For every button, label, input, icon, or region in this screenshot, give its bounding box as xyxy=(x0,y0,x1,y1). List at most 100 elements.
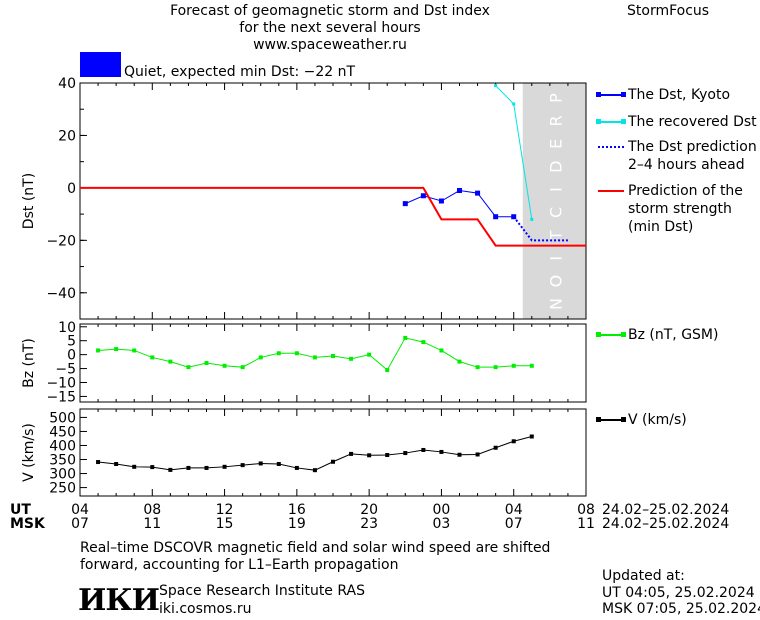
msk-tick-label: 11 xyxy=(143,516,162,532)
footer-note-line2: forward, accounting for L1–Earth propaga… xyxy=(80,557,399,573)
legend-marker xyxy=(621,92,626,97)
msk-axis-label: MSK xyxy=(10,516,45,532)
v-series-point xyxy=(367,453,372,458)
y-tick-label: −40 xyxy=(46,286,76,302)
prediction-letter: D xyxy=(546,161,565,173)
updated-msk: MSK 07:05, 25.02.2024 xyxy=(602,601,760,617)
ut-axis-label: UT xyxy=(10,502,31,518)
institute-name: Space Research Institute RAS xyxy=(159,583,365,599)
brand-name: StormFocus xyxy=(627,3,710,19)
ut-tick-label: 12 xyxy=(215,502,234,518)
chart-title-line1: Forecast of geomagnetic storm and Dst in… xyxy=(170,3,490,19)
institute-site-link[interactable]: iki.cosmos.ru xyxy=(159,601,252,617)
v-series-point xyxy=(475,452,480,457)
bz-series-point xyxy=(132,348,137,353)
prediction-band xyxy=(522,83,586,319)
dst-prediction-series-line xyxy=(512,216,568,242)
dst-kyoto-series-point xyxy=(420,193,426,199)
y-tick-label: 350 xyxy=(49,453,76,469)
msk-tick-label: 07 xyxy=(71,516,89,532)
ut-tick-label: 08 xyxy=(577,502,595,518)
bz-series-point xyxy=(457,359,462,364)
footer-note-line1: Real–time DSCOVR magnetic field and sola… xyxy=(80,540,551,556)
msk-tick-label: 19 xyxy=(287,516,306,532)
legend-marker xyxy=(621,417,626,422)
v-series-point xyxy=(403,451,408,456)
v-series-point xyxy=(312,468,317,473)
msk-tick-label: 07 xyxy=(504,516,523,532)
legend-marker xyxy=(596,92,601,97)
bz-series-point xyxy=(349,356,354,361)
legend-marker xyxy=(596,417,601,422)
legend-strength-line1: Prediction of the xyxy=(628,183,743,199)
v-series-point xyxy=(276,462,281,467)
prediction-letter: T xyxy=(546,230,565,241)
prediction-letter: R xyxy=(546,115,565,126)
v-series-point xyxy=(529,434,534,439)
v-series-line xyxy=(98,436,532,471)
prediction-letter: I xyxy=(546,187,565,192)
msk-tick-label: 03 xyxy=(432,516,451,532)
bz-series-point xyxy=(403,335,408,340)
bz-series-point xyxy=(96,348,101,353)
legend-strength-line2: storm strength xyxy=(628,201,732,217)
v-series-point xyxy=(96,460,101,465)
y-axis-label: V (km/s) xyxy=(21,423,37,482)
bz-series-point xyxy=(385,367,390,372)
bz-series-point xyxy=(222,363,227,368)
prediction-letter: P xyxy=(546,93,565,103)
v-series-point xyxy=(222,464,227,469)
legend-v: V (km/s) xyxy=(628,412,687,428)
y-tick-label: −10 xyxy=(46,376,76,392)
v-series-point xyxy=(349,451,354,456)
y-axis-label: Dst (nT) xyxy=(21,173,37,229)
v-series-point xyxy=(150,465,155,470)
v-series-point xyxy=(186,465,191,470)
ut-tick-label: 16 xyxy=(287,502,306,518)
legend-marker xyxy=(621,332,626,337)
bz-series-point xyxy=(150,355,155,360)
ut-tick-label: 00 xyxy=(432,502,451,518)
y-axis-label: Bz (nT) xyxy=(21,338,37,388)
msk-tick-label: 11 xyxy=(577,516,595,532)
bz-series-point xyxy=(312,355,317,360)
ut-tick-label: 04 xyxy=(504,502,523,518)
dst-kyoto-series-point xyxy=(438,198,444,204)
y-tick-label: −20 xyxy=(46,233,76,249)
dst-kyoto-series-point xyxy=(402,201,408,207)
bz-series-point xyxy=(258,355,263,360)
plot-frame xyxy=(79,323,587,403)
legend-strength-line3: (min Dst) xyxy=(628,219,694,235)
y-tick-label: 500 xyxy=(49,410,76,426)
bz-series-point xyxy=(529,363,534,368)
bz-series-point xyxy=(439,348,444,353)
source-url[interactable]: www.spaceweather.ru xyxy=(253,37,407,53)
v-series-point xyxy=(331,459,335,464)
y-tick-label: 400 xyxy=(49,438,76,454)
y-tick-label: 20 xyxy=(58,128,76,144)
legend-marker xyxy=(621,119,626,124)
ut-tick-label: 20 xyxy=(360,502,379,518)
y-tick-label: 5 xyxy=(67,334,76,350)
bz-series-point xyxy=(493,365,498,370)
storm-strength-series-line xyxy=(80,186,586,247)
v-series-point xyxy=(114,462,119,467)
iki-logo: ИКИ xyxy=(78,583,160,618)
prediction-letter: E xyxy=(546,139,565,149)
y-tick-label: 0 xyxy=(67,181,76,197)
bz-series-point xyxy=(421,340,426,345)
msk-tick-label: 15 xyxy=(215,516,234,532)
legend-dst-prediction-line2: 2–4 hours ahead xyxy=(628,157,745,173)
v-series-point xyxy=(457,452,462,457)
dst-kyoto-series-point xyxy=(457,188,462,194)
v-series-point xyxy=(511,439,516,444)
status-text: Quiet, expected min Dst: −22 nT xyxy=(124,64,356,80)
y-tick-label: 40 xyxy=(58,76,76,92)
bz-series-point xyxy=(276,351,281,356)
bz-series-point xyxy=(294,351,299,356)
recovered-dst-series-point xyxy=(530,217,534,221)
v-series-point xyxy=(132,464,137,469)
v-series-point xyxy=(204,465,209,470)
bz-series-point xyxy=(367,352,372,357)
